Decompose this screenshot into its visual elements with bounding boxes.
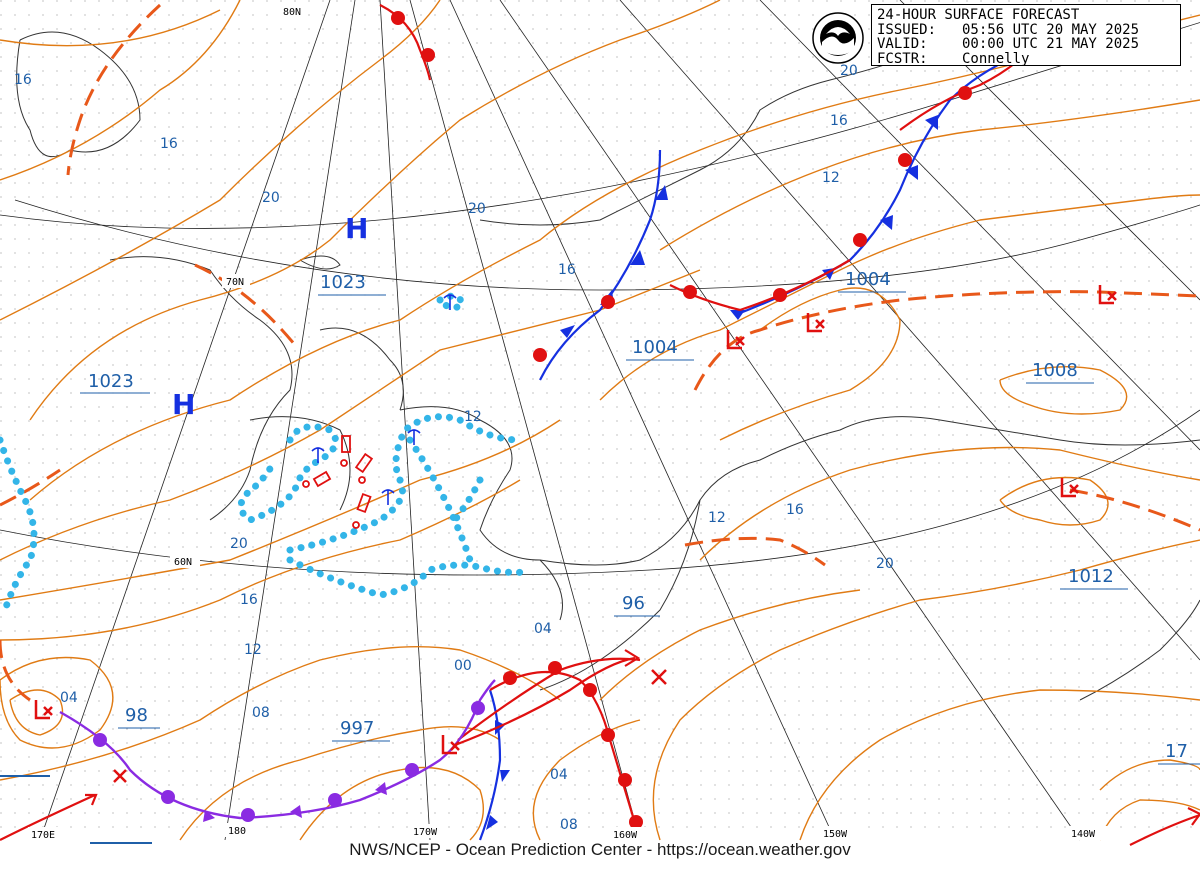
lon-label-170e: 170E [31, 830, 55, 841]
forecast-info-box: 24-HOUR SURFACE FORECAST ISSUED: 05:56 UT… [871, 4, 1181, 66]
isobar-label: 16 [558, 262, 576, 278]
occluded-front [59, 679, 496, 822]
isobar-label: 16 [14, 72, 32, 88]
trough-lines [0, 3, 1200, 702]
forecaster-label: FCSTR: [877, 50, 928, 67]
footer-credit: NWS/NCEP - Ocean Prediction Center - htt… [349, 840, 851, 859]
issued-value: 05:56 UTC 20 MAY 2025 [962, 21, 1140, 38]
noaa-logo [812, 12, 864, 64]
low-pressure-value: 17 [1165, 741, 1188, 762]
isobar-label: 04 [534, 621, 552, 637]
isobar-label: 16 [830, 113, 848, 129]
isobar-label: 20 [840, 63, 858, 79]
lon-label-180: 180 [228, 826, 246, 837]
longitude-lines [39, 0, 1200, 841]
isobar-label: 12 [464, 409, 482, 425]
isobar-label: 20 [876, 556, 894, 572]
isobar-label: 04 [60, 690, 78, 706]
low-pressure-value: 98 [125, 705, 148, 726]
fog-symbols [311, 294, 457, 505]
valid-value: 00:00 UTC 21 MAY 2025 [962, 36, 1140, 52]
isobar-label: 12 [822, 170, 840, 186]
issued-label: ISSUED: [877, 21, 937, 38]
low-pressure-value: 1004 [632, 337, 678, 358]
isobar-label: 08 [252, 705, 270, 721]
isobar-label: 16 [240, 592, 258, 608]
warm-front-pips [391, 11, 972, 829]
high-pressure-value: 1023 [320, 272, 366, 293]
lon-label-170w: 170W [413, 827, 438, 838]
isobar-label: 16 [160, 136, 178, 152]
low-centers: 1004 1004 1008 1012 997 98 96 17 [34, 269, 1200, 783]
lon-label-140w: 140W [1071, 829, 1096, 840]
low-pressure-value: 997 [340, 718, 374, 739]
low-pressure-value: 1008 [1032, 360, 1078, 381]
lon-label-160w: 160W [613, 830, 638, 841]
lat-label-80n: 80N [283, 7, 301, 18]
isobar-label: 12 [708, 510, 726, 526]
grid-labels: 80N 70N 60N 170E 180 170W 160W 150W 140W [28, 4, 1108, 841]
isobar-label: 16 [786, 502, 804, 518]
lon-label-150w: 150W [823, 829, 848, 840]
isobar-label: 20 [468, 201, 486, 217]
forecaster-value: Connelly [962, 50, 1030, 67]
high-pressure-symbol: H [345, 212, 368, 245]
valid-label: VALID: [877, 36, 928, 52]
isobar-label: 00 [454, 658, 472, 674]
low-pressure-value: 1004 [845, 269, 891, 290]
isobar-label: 04 [550, 767, 568, 783]
lat-label-60n: 60N [174, 557, 192, 568]
forecast-title: 24-HOUR SURFACE FORECAST [877, 7, 1080, 23]
isobar-label: 12 [244, 642, 262, 658]
high-pressure-symbol: H [172, 388, 195, 421]
storm-track-arrows [85, 649, 1200, 826]
low-pressure-value: 1012 [1068, 566, 1114, 587]
isobar-label: 20 [230, 536, 248, 552]
isobar-label: 20 [262, 190, 280, 206]
ice-markers [302, 435, 374, 529]
low-pressure-value: 96 [622, 593, 645, 614]
high-centers: H 1023 H 1023 [80, 212, 386, 421]
isobar-labels: 16 16 20 20 16 12 20 16 12 12 16 20 16 1… [14, 63, 894, 833]
fog-areas [0, 292, 534, 614]
isobar-label: 08 [560, 817, 578, 833]
lat-label-70n: 70N [226, 277, 244, 288]
high-pressure-value: 1023 [88, 371, 134, 392]
